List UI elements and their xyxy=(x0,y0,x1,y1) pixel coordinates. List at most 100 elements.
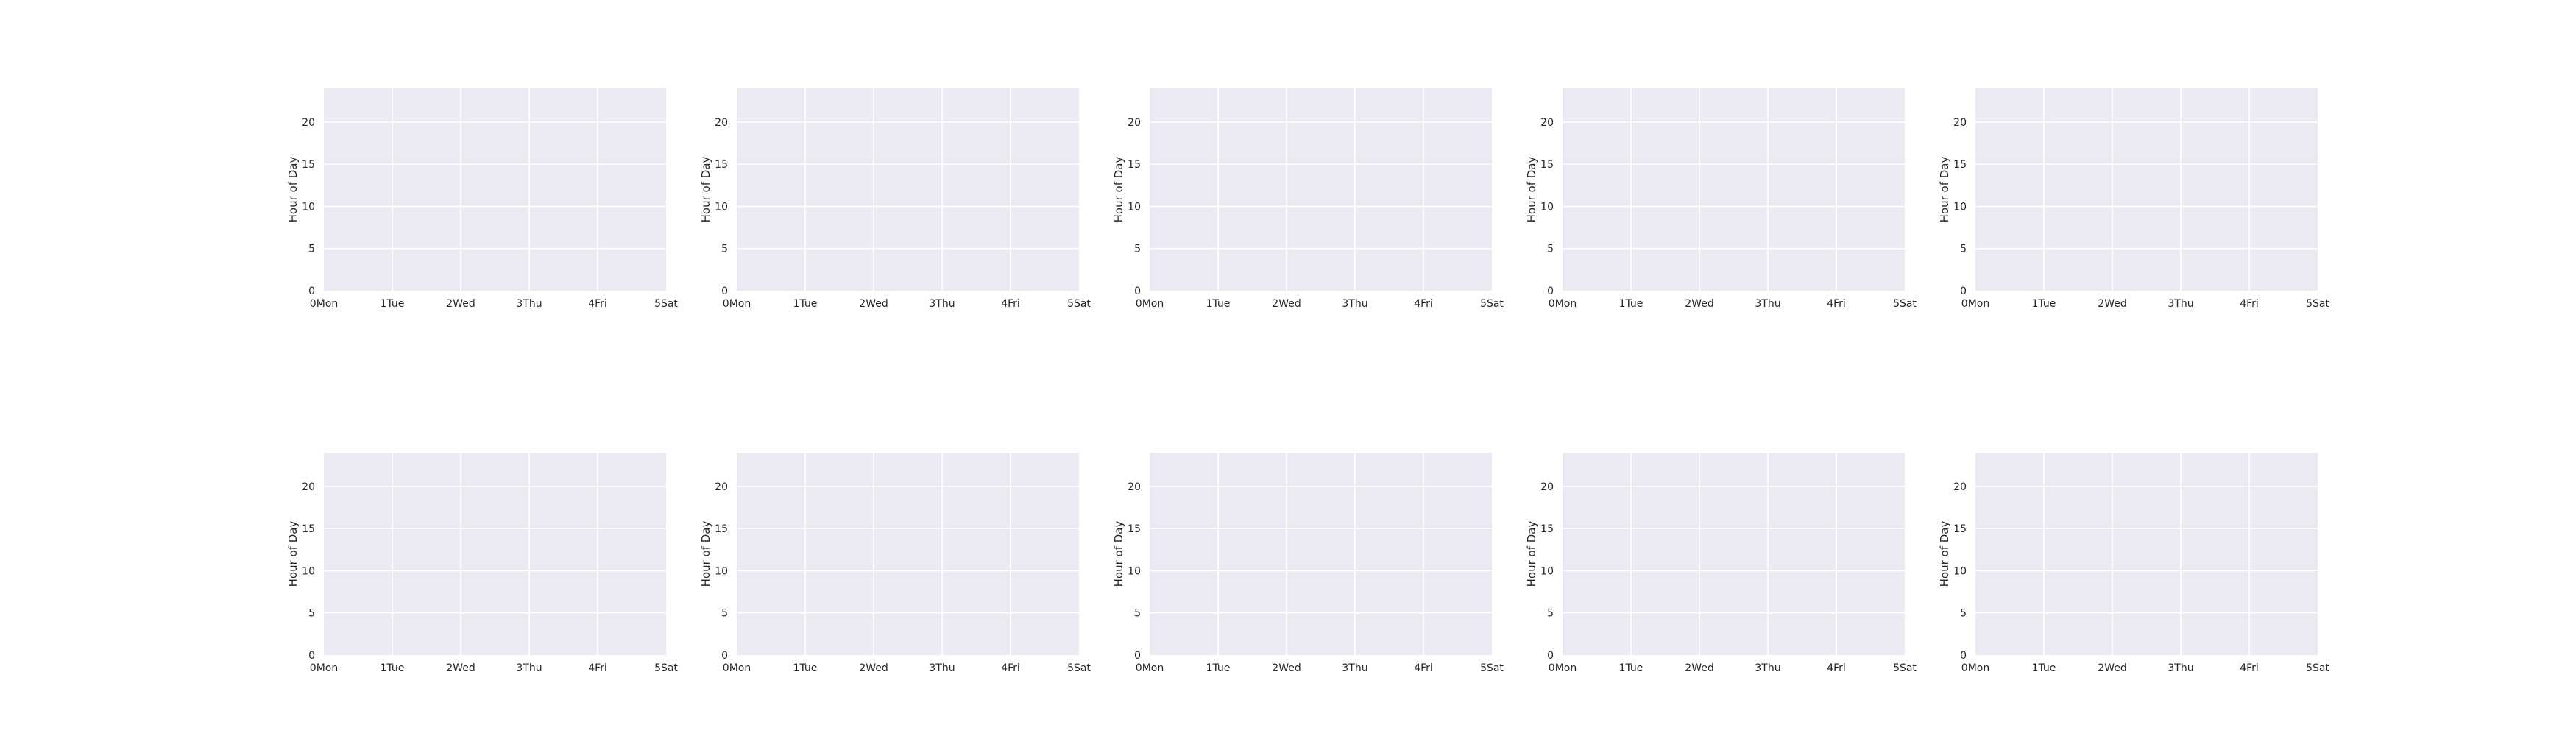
y-tick-label: 10 xyxy=(1540,201,1554,213)
x-tick-label: 5Sat xyxy=(1067,298,1091,310)
y-tick-label: 15 xyxy=(1128,159,1141,171)
y-tick-label: 10 xyxy=(1953,565,1967,577)
x-tick-label: 4Fri xyxy=(1001,662,1020,674)
y-tick-label: 0 xyxy=(721,650,728,662)
y-tick-label: 5 xyxy=(308,244,315,255)
x-tick-label: 2Wed xyxy=(1685,662,1713,674)
x-tick-label: 3Thu xyxy=(1342,298,1367,310)
y-tick-label: 15 xyxy=(715,159,728,171)
y-axis-label: Hour of Day xyxy=(1938,157,1951,223)
y-tick-label: 10 xyxy=(715,565,728,577)
x-tick-label: 4Fri xyxy=(2240,298,2259,310)
y-tick-label: 15 xyxy=(1540,523,1554,535)
x-tick-label: 2Wed xyxy=(2098,662,2126,674)
plot-area xyxy=(1975,453,2318,655)
x-tick-label: 3Thu xyxy=(2168,662,2193,674)
y-tick-label: 15 xyxy=(1953,523,1967,535)
y-axis-label: Hour of Day xyxy=(1938,521,1951,587)
y-tick-label: 20 xyxy=(1128,481,1141,493)
x-tick-label: 0Mon xyxy=(723,298,751,310)
x-tick-label: 2Wed xyxy=(859,298,888,310)
x-tick-label: 1Tue xyxy=(1206,662,1231,674)
y-tick-label: 0 xyxy=(1134,286,1141,297)
y-tick-label: 15 xyxy=(715,523,728,535)
y-tick-label: 20 xyxy=(715,481,728,493)
x-tick-label: 1Tue xyxy=(793,298,818,310)
x-tick-label: 5Sat xyxy=(1893,298,1917,310)
x-tick-label: 0Mon xyxy=(1136,662,1164,674)
plot-area xyxy=(1563,453,1905,655)
x-tick-label: 4Fri xyxy=(1001,298,1020,310)
y-tick-label: 10 xyxy=(1128,201,1141,213)
y-tick-label: 0 xyxy=(1134,650,1141,662)
y-tick-label: 10 xyxy=(1128,565,1141,577)
x-tick-label: 4Fri xyxy=(588,298,607,310)
x-tick-label: 2Wed xyxy=(2098,298,2126,310)
y-tick-label: 0 xyxy=(1547,650,1554,662)
x-tick-label: 1Tue xyxy=(1619,662,1643,674)
x-tick-label: 5Sat xyxy=(1067,662,1091,674)
y-axis-label: Hour of Day xyxy=(1525,521,1538,587)
x-tick-label: 5Sat xyxy=(1480,662,1504,674)
y-tick-label: 20 xyxy=(302,481,315,493)
y-tick-label: 15 xyxy=(1953,159,1967,171)
x-tick-label: 1Tue xyxy=(1619,298,1643,310)
y-tick-label: 20 xyxy=(715,117,728,129)
x-tick-label: 1Tue xyxy=(2032,298,2056,310)
y-tick-label: 20 xyxy=(302,117,315,129)
y-tick-label: 5 xyxy=(1134,608,1141,620)
x-tick-label: 2Wed xyxy=(446,298,475,310)
x-tick-label: 3Thu xyxy=(2168,298,2193,310)
y-tick-label: 10 xyxy=(302,565,315,577)
y-tick-label: 15 xyxy=(1540,159,1554,171)
x-tick-label: 1Tue xyxy=(381,298,405,310)
x-tick-label: 4Fri xyxy=(2240,662,2259,674)
heatmap-panel: 0Mon 1Tue 2Wed 3Thu 4Fri 5Sat 0 5 10 15 20 Hour of … xyxy=(1112,88,1504,310)
y-tick-label: 0 xyxy=(1960,650,1967,662)
heatmap-panel: 0Mon 1Tue 2Wed 3Thu 4Fri 5Sat 0 5 10 15 20 Hour of … xyxy=(1112,453,1504,674)
y-tick-label: 5 xyxy=(721,608,728,620)
y-tick-label: 10 xyxy=(1540,565,1554,577)
x-tick-label: 2Wed xyxy=(1272,298,1301,310)
y-tick-label: 5 xyxy=(308,608,315,620)
heatmap-panel: 0Mon 1Tue 2Wed 3Thu 4Fri 5Sat 0 5 10 15 20 Hour of … xyxy=(699,453,1091,674)
plot-area xyxy=(737,88,1079,291)
x-tick-label: 1Tue xyxy=(2032,662,2056,674)
y-tick-label: 20 xyxy=(1128,117,1141,129)
x-tick-label: 0Mon xyxy=(1549,662,1577,674)
heatmap-panel: 0Mon 1Tue 2Wed 3Thu 4Fri 5Sat 0 5 10 15 20 Hour of … xyxy=(1525,453,1917,674)
y-axis-label: Hour of Day xyxy=(286,157,300,223)
y-axis-label: Hour of Day xyxy=(699,157,712,223)
y-tick-label: 20 xyxy=(1540,481,1554,493)
y-tick-label: 20 xyxy=(1540,117,1554,129)
x-tick-label: 5Sat xyxy=(2306,662,2329,674)
x-tick-label: 0Mon xyxy=(1961,298,1989,310)
y-tick-label: 20 xyxy=(1953,117,1967,129)
heatmap-panel: 0Mon 1Tue 2Wed 3Thu 4Fri 5Sat 0 5 10 15 20 Hour of … xyxy=(1938,453,2329,674)
y-axis-label: Hour of Day xyxy=(1112,157,1125,223)
y-axis-label: Hour of Day xyxy=(1525,157,1538,223)
plot-area xyxy=(324,453,666,655)
x-tick-label: 1Tue xyxy=(381,662,405,674)
x-tick-label: 0Mon xyxy=(310,298,338,310)
x-tick-label: 0Mon xyxy=(1961,662,1989,674)
y-tick-label: 0 xyxy=(1547,286,1554,297)
x-tick-label: 5Sat xyxy=(1480,298,1504,310)
x-tick-label: 3Thu xyxy=(929,298,955,310)
y-tick-label: 0 xyxy=(308,650,315,662)
heatmap-panel: 0Mon 1Tue 2Wed 3Thu 4Fri 5Sat 0 5 10 15 20 Hour of … xyxy=(699,88,1091,310)
plot-area xyxy=(1150,453,1492,655)
x-tick-label: 1Tue xyxy=(1206,298,1231,310)
y-axis-label: Hour of Day xyxy=(699,521,712,587)
plot-area xyxy=(1150,88,1492,291)
x-tick-label: 0Mon xyxy=(1549,298,1577,310)
x-tick-label: 0Mon xyxy=(1136,298,1164,310)
x-tick-label: 5Sat xyxy=(2306,298,2329,310)
y-tick-label: 5 xyxy=(1960,608,1967,620)
y-tick-label: 0 xyxy=(308,286,315,297)
heatmap-panel: 0Mon 1Tue 2Wed 3Thu 4Fri 5Sat 0 5 10 15 20 Hour of … xyxy=(1525,88,1917,310)
x-tick-label: 5Sat xyxy=(654,662,678,674)
x-tick-label: 5Sat xyxy=(1893,662,1917,674)
y-tick-label: 15 xyxy=(302,523,315,535)
